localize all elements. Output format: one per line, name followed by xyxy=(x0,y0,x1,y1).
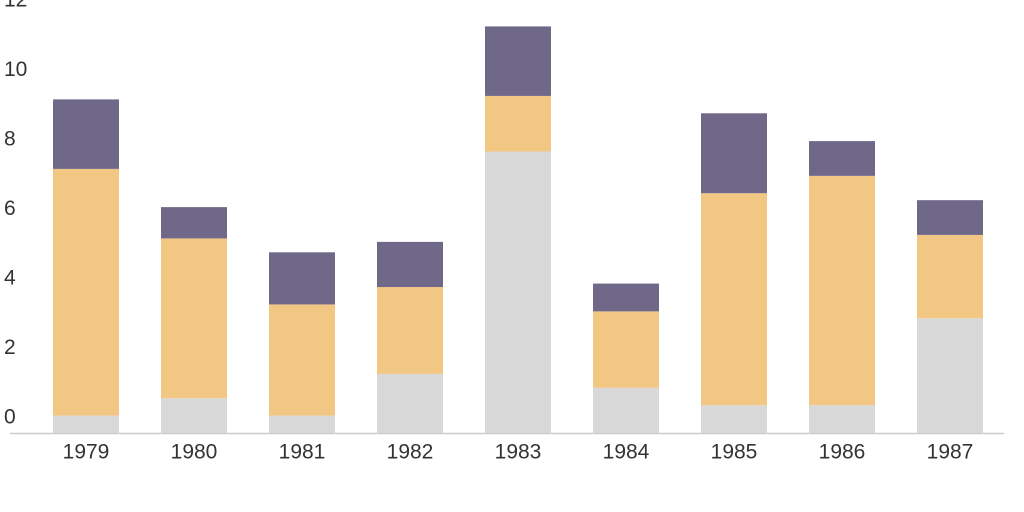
bar-segment xyxy=(269,252,335,305)
y-tick-label: 0 xyxy=(4,406,16,429)
y-tick-label: 2 xyxy=(4,336,16,359)
bar-segment xyxy=(161,398,227,433)
bar-segment xyxy=(917,318,983,433)
bar-segment xyxy=(917,234,983,319)
x-tick-label: 1982 xyxy=(387,441,434,464)
bar-segment xyxy=(161,207,227,239)
x-tick-label: 1986 xyxy=(819,441,866,464)
bar-segment xyxy=(269,304,335,416)
bar-segment xyxy=(53,99,119,169)
y-tick-label: 6 xyxy=(4,197,16,220)
y-tick-label: 4 xyxy=(4,267,16,290)
bar-segment xyxy=(53,168,119,416)
y-tick-label: 12 xyxy=(4,0,27,12)
bar-segment xyxy=(377,287,443,374)
x-tick-label: 1979 xyxy=(63,441,110,464)
x-tick-label: 1987 xyxy=(927,441,974,464)
x-tick-label: 1985 xyxy=(711,441,758,464)
x-tick-label: 1983 xyxy=(495,441,542,464)
bar-segment xyxy=(53,415,119,433)
bar-segment xyxy=(809,141,875,176)
bar-segment xyxy=(485,151,551,433)
bar-segment xyxy=(377,241,443,288)
bar-segment xyxy=(269,415,335,433)
bar-segment xyxy=(701,113,767,194)
bar-segment xyxy=(701,193,767,406)
x-tick-label: 1980 xyxy=(171,441,218,464)
bar-segment xyxy=(485,26,551,96)
bar-segment xyxy=(809,175,875,406)
bar-segment xyxy=(593,283,659,312)
bar-segment xyxy=(485,95,551,152)
x-tick-label: 1984 xyxy=(603,441,650,464)
bar-segment xyxy=(809,405,875,433)
bar-segment xyxy=(593,311,659,388)
y-tick-label: 8 xyxy=(4,128,16,151)
y-tick-label: 10 xyxy=(4,58,27,81)
bar-segment xyxy=(701,405,767,433)
bar-segment xyxy=(593,387,659,433)
bar-segment xyxy=(917,200,983,235)
bar-segment xyxy=(161,238,227,399)
x-tick-label: 1981 xyxy=(279,441,326,464)
bar-segment xyxy=(377,373,443,433)
